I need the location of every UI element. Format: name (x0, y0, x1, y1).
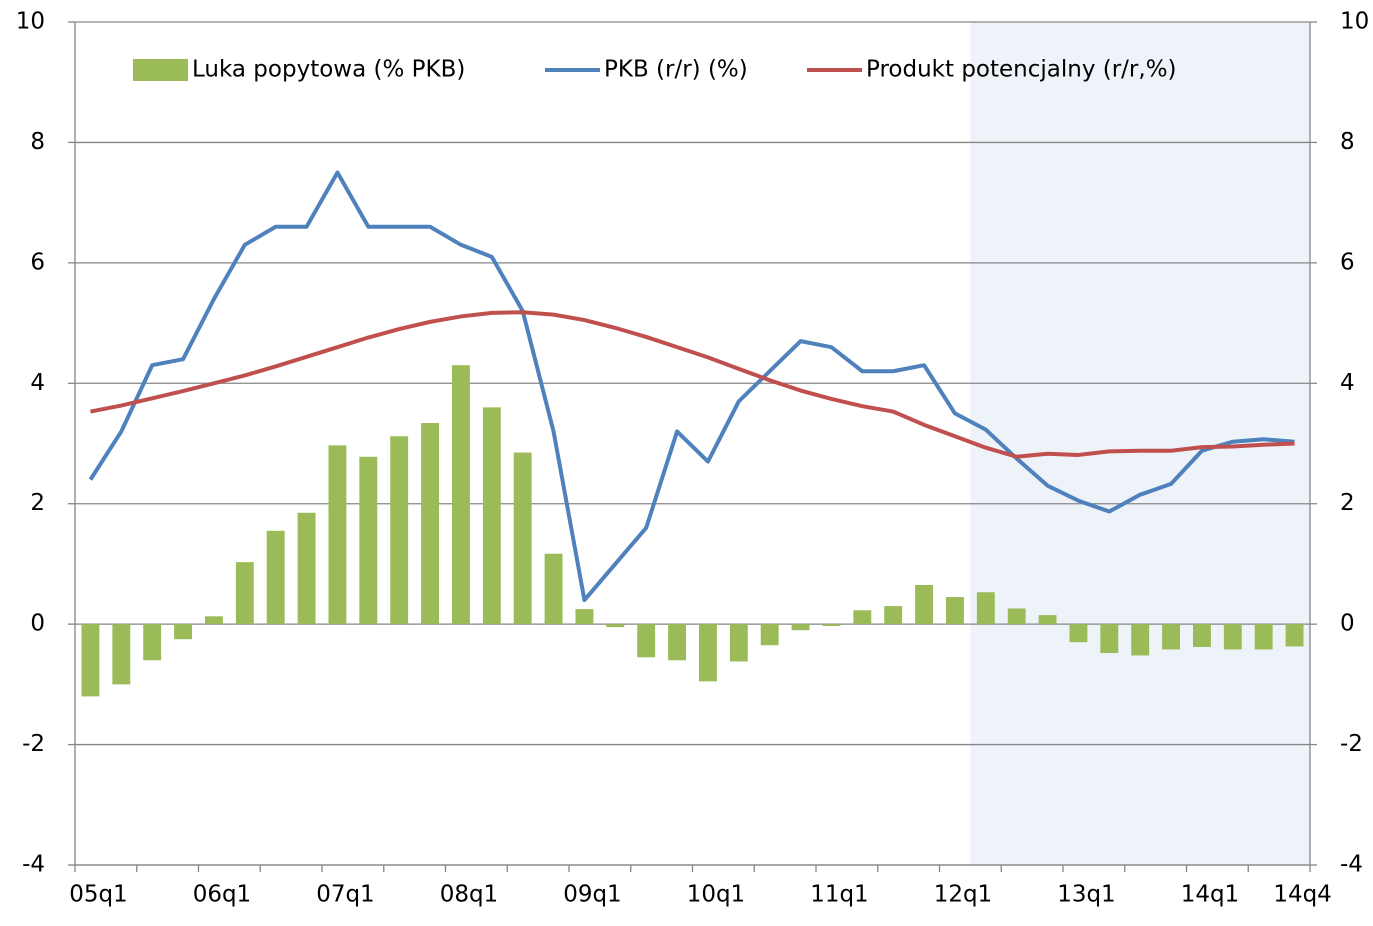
bar (1223, 624, 1242, 650)
x-tick-label: 07q1 (316, 882, 375, 908)
y-tick-label: 6 (30, 249, 45, 275)
x-tick-label: 13q1 (1057, 882, 1116, 908)
y-tick-label: 10 (16, 9, 45, 35)
bar (606, 624, 625, 628)
bar (637, 624, 656, 658)
bar (451, 365, 470, 625)
bar (328, 445, 347, 625)
legend-swatch (133, 59, 188, 81)
bar (1162, 624, 1181, 650)
bar (729, 624, 748, 662)
bar (204, 616, 223, 625)
bar (668, 624, 687, 661)
bar (359, 456, 378, 625)
bar (1007, 608, 1026, 625)
y2-tick-label: -2 (1340, 731, 1363, 757)
y-tick-label: -4 (22, 852, 45, 878)
x-tick-label: 06q1 (193, 882, 252, 908)
bar (698, 624, 717, 682)
bar (513, 452, 532, 625)
x-tick-label: 14q1 (1181, 882, 1240, 908)
y2-tick-label: 0 (1340, 611, 1355, 637)
y-tick-label: 2 (30, 490, 45, 516)
x-tick-label: 10q1 (687, 882, 746, 908)
y2-tick-label: 8 (1340, 129, 1355, 155)
bar (266, 530, 285, 625)
y2-tick-label: 2 (1340, 490, 1355, 516)
bar (884, 606, 903, 625)
y2-tick-label: 10 (1340, 9, 1369, 35)
bar (976, 592, 995, 625)
line (88, 170, 1295, 603)
x-tick-label: 11q1 (810, 882, 869, 908)
bar (1038, 615, 1057, 625)
x-tick-label: 12q1 (934, 882, 993, 908)
x-tick-label: 09q1 (563, 882, 622, 908)
bar (81, 624, 100, 697)
bar (421, 423, 440, 625)
bar (482, 407, 501, 625)
bar (945, 597, 964, 625)
bar (1131, 624, 1150, 656)
bar (174, 624, 193, 640)
bar (760, 624, 779, 646)
legend-label: Produkt potencjalny (r/r,%) (866, 57, 1177, 83)
bar (1254, 624, 1273, 650)
line (90, 310, 1295, 459)
bar (112, 624, 131, 685)
y2-tick-label: -4 (1340, 852, 1363, 878)
y-tick-label: 0 (30, 611, 45, 637)
bar (791, 624, 810, 631)
bar (1192, 624, 1211, 648)
bar (297, 512, 316, 625)
bar (822, 624, 841, 626)
x-tick-label: 08q1 (440, 882, 499, 908)
legend-label: Luka popytowa (% PKB) (192, 57, 465, 83)
bar (390, 436, 409, 625)
bar (235, 562, 254, 625)
bar (1069, 624, 1088, 643)
x-tick-label: 14q4 (1273, 882, 1332, 908)
bar (853, 610, 872, 625)
y-tick-label: 8 (30, 129, 45, 155)
y-tick-label: -2 (22, 731, 45, 757)
bar (1100, 624, 1119, 654)
y2-tick-label: 4 (1340, 370, 1355, 396)
bar (915, 585, 934, 625)
legend-label: PKB (r/r) (%) (604, 57, 748, 83)
y2-tick-label: 6 (1340, 249, 1355, 275)
bar (575, 609, 594, 625)
y-tick-label: 4 (30, 370, 45, 396)
x-tick-label: 05q1 (69, 882, 128, 908)
bar (544, 553, 563, 625)
bar (143, 624, 162, 661)
bar (1285, 624, 1304, 647)
